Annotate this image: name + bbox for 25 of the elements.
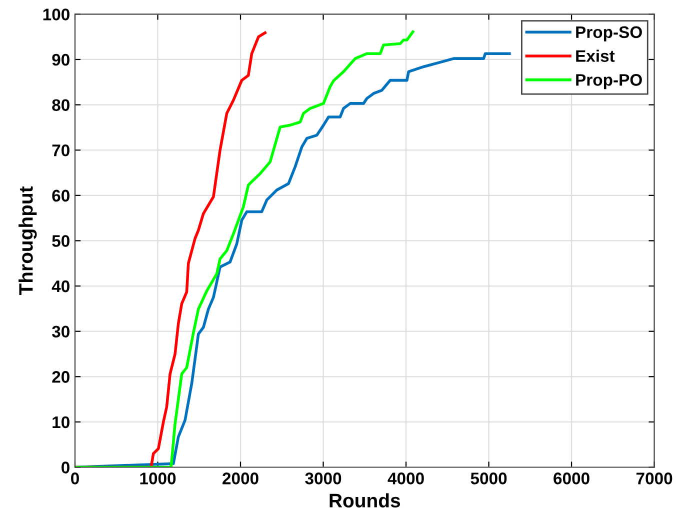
y-tick-label: 90 xyxy=(52,54,70,66)
x-axis-title: Rounds xyxy=(330,493,400,508)
legend-label: Prop-SO xyxy=(576,26,642,42)
x-tick-label: 1000 xyxy=(140,472,176,484)
y-axis-title: Throughput xyxy=(18,186,37,296)
y-tick-label: 20 xyxy=(52,371,70,383)
x-tick-label: 0 xyxy=(71,472,79,484)
y-tick-label: 100 xyxy=(43,8,70,20)
legend-label: Prop-PO xyxy=(576,74,642,90)
x-tick-label: 4000 xyxy=(388,472,424,484)
y-tick-label: 50 xyxy=(52,235,70,247)
x-tick-label: 6000 xyxy=(554,472,590,484)
line-series xyxy=(74,30,414,468)
y-tick-label: 0 xyxy=(62,462,70,474)
y-tick-label: 30 xyxy=(52,326,70,338)
y-tick-label: 70 xyxy=(52,144,70,156)
legend-label: Exist xyxy=(576,50,615,62)
x-tick-label: 3000 xyxy=(305,472,342,484)
x-tick-label: 7000 xyxy=(636,472,672,484)
y-tick-label: 80 xyxy=(52,99,70,111)
y-tick-label: 60 xyxy=(52,190,70,202)
y-tick-label: 10 xyxy=(52,416,70,428)
x-tick-label: 2000 xyxy=(222,472,258,484)
x-tick-label: 5000 xyxy=(470,472,507,484)
y-tick-label: 40 xyxy=(52,280,70,292)
